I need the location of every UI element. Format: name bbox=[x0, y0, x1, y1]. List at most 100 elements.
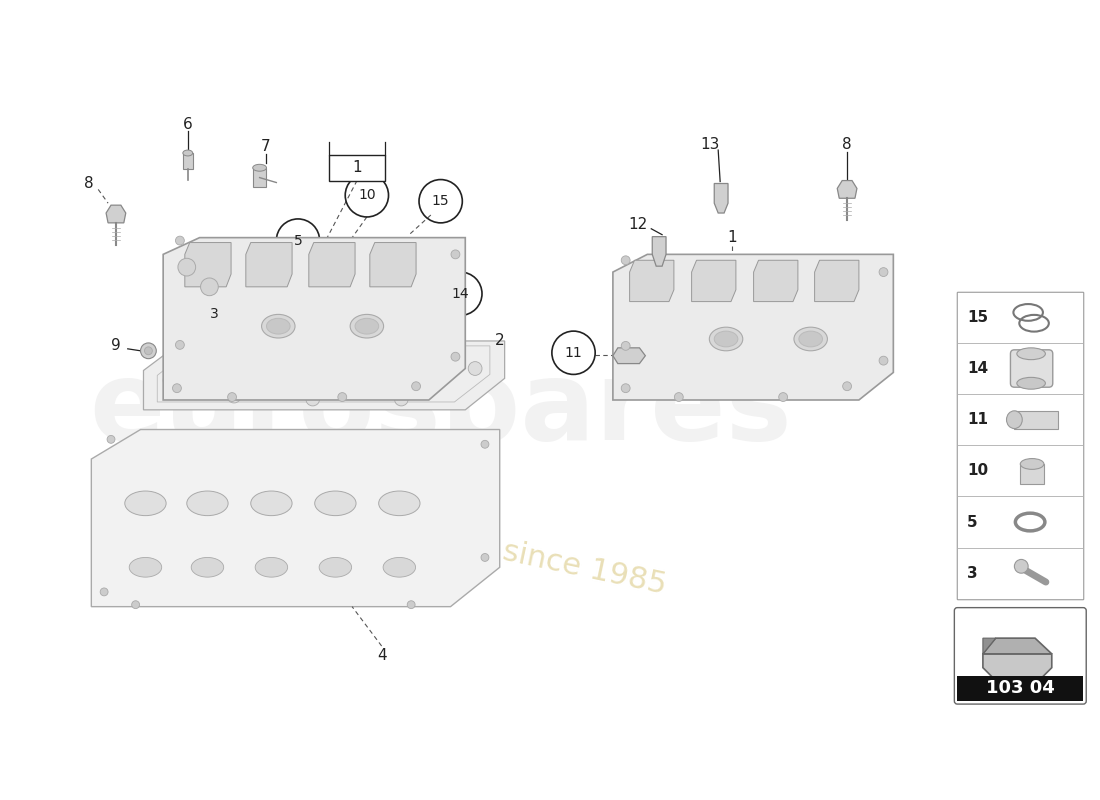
Bar bbox=[957, 292, 1084, 598]
Ellipse shape bbox=[124, 491, 166, 516]
Ellipse shape bbox=[1016, 348, 1045, 360]
Text: 1: 1 bbox=[352, 160, 362, 175]
Text: 4: 4 bbox=[377, 648, 386, 663]
Circle shape bbox=[469, 362, 482, 375]
Circle shape bbox=[228, 393, 236, 402]
Polygon shape bbox=[91, 430, 499, 606]
Polygon shape bbox=[185, 242, 231, 287]
Ellipse shape bbox=[255, 558, 288, 577]
Ellipse shape bbox=[251, 491, 293, 516]
Text: 15: 15 bbox=[432, 194, 450, 208]
Circle shape bbox=[879, 268, 888, 277]
Ellipse shape bbox=[1021, 458, 1044, 470]
Text: 9: 9 bbox=[111, 338, 121, 354]
Ellipse shape bbox=[129, 558, 162, 577]
Ellipse shape bbox=[191, 558, 223, 577]
Circle shape bbox=[481, 554, 488, 562]
Ellipse shape bbox=[799, 331, 823, 347]
Text: 103 04: 103 04 bbox=[986, 679, 1055, 698]
Text: 5: 5 bbox=[967, 514, 978, 530]
Text: 15: 15 bbox=[967, 310, 988, 325]
Circle shape bbox=[879, 356, 888, 365]
Polygon shape bbox=[983, 638, 1052, 654]
Ellipse shape bbox=[1016, 378, 1045, 389]
Bar bbox=[957, 343, 1084, 394]
Circle shape bbox=[173, 384, 182, 393]
Text: 11: 11 bbox=[564, 346, 582, 360]
Polygon shape bbox=[983, 654, 1052, 679]
Circle shape bbox=[176, 341, 185, 350]
Circle shape bbox=[180, 341, 194, 354]
Circle shape bbox=[100, 588, 108, 596]
Circle shape bbox=[141, 343, 156, 358]
Polygon shape bbox=[754, 260, 798, 302]
Ellipse shape bbox=[355, 318, 378, 334]
Polygon shape bbox=[613, 254, 893, 400]
Polygon shape bbox=[370, 242, 416, 287]
Circle shape bbox=[451, 250, 460, 258]
Polygon shape bbox=[245, 242, 293, 287]
Text: 1: 1 bbox=[727, 230, 737, 245]
Ellipse shape bbox=[187, 491, 228, 516]
Text: 8: 8 bbox=[843, 137, 851, 152]
Polygon shape bbox=[714, 183, 728, 213]
Circle shape bbox=[176, 236, 185, 245]
Ellipse shape bbox=[350, 314, 384, 338]
Circle shape bbox=[200, 278, 218, 296]
FancyBboxPatch shape bbox=[330, 155, 385, 181]
Circle shape bbox=[674, 393, 683, 402]
Polygon shape bbox=[815, 260, 859, 302]
Ellipse shape bbox=[378, 491, 420, 516]
Ellipse shape bbox=[183, 150, 192, 156]
Text: 12: 12 bbox=[628, 218, 647, 232]
FancyBboxPatch shape bbox=[1011, 350, 1053, 387]
Text: 10: 10 bbox=[359, 188, 376, 202]
Ellipse shape bbox=[319, 558, 352, 577]
Polygon shape bbox=[309, 242, 355, 287]
Circle shape bbox=[395, 392, 408, 406]
Circle shape bbox=[779, 393, 788, 402]
Text: 14: 14 bbox=[967, 361, 988, 376]
Text: 10: 10 bbox=[967, 463, 988, 478]
Ellipse shape bbox=[315, 491, 356, 516]
Polygon shape bbox=[613, 348, 646, 363]
Ellipse shape bbox=[710, 327, 742, 350]
Bar bbox=[957, 394, 1084, 446]
Circle shape bbox=[163, 374, 177, 387]
Circle shape bbox=[451, 352, 460, 361]
Ellipse shape bbox=[1006, 411, 1022, 429]
Circle shape bbox=[407, 601, 415, 609]
Ellipse shape bbox=[383, 558, 416, 577]
Bar bbox=[957, 292, 1084, 343]
Polygon shape bbox=[652, 237, 666, 266]
Text: 13: 13 bbox=[701, 137, 721, 152]
Bar bbox=[957, 675, 1084, 701]
Polygon shape bbox=[163, 238, 465, 400]
Text: 3: 3 bbox=[967, 566, 978, 581]
Text: 6: 6 bbox=[183, 117, 192, 132]
Polygon shape bbox=[692, 260, 736, 302]
Ellipse shape bbox=[266, 318, 290, 334]
Bar bbox=[957, 497, 1084, 548]
FancyBboxPatch shape bbox=[955, 608, 1086, 704]
Polygon shape bbox=[143, 341, 505, 410]
Bar bbox=[183, 153, 192, 169]
Circle shape bbox=[481, 440, 488, 448]
Ellipse shape bbox=[253, 164, 266, 171]
Circle shape bbox=[132, 601, 140, 609]
Bar bbox=[1021, 464, 1044, 484]
Bar bbox=[957, 446, 1084, 497]
Text: 8: 8 bbox=[84, 176, 94, 191]
Circle shape bbox=[306, 392, 320, 406]
Ellipse shape bbox=[714, 331, 738, 347]
Polygon shape bbox=[983, 638, 996, 654]
Text: 14: 14 bbox=[451, 286, 470, 301]
Polygon shape bbox=[837, 181, 857, 198]
Text: 2: 2 bbox=[495, 334, 505, 349]
Circle shape bbox=[338, 393, 346, 402]
Polygon shape bbox=[106, 205, 125, 223]
Bar bbox=[957, 548, 1084, 598]
Polygon shape bbox=[629, 260, 674, 302]
Circle shape bbox=[1014, 559, 1028, 573]
Ellipse shape bbox=[262, 314, 295, 338]
